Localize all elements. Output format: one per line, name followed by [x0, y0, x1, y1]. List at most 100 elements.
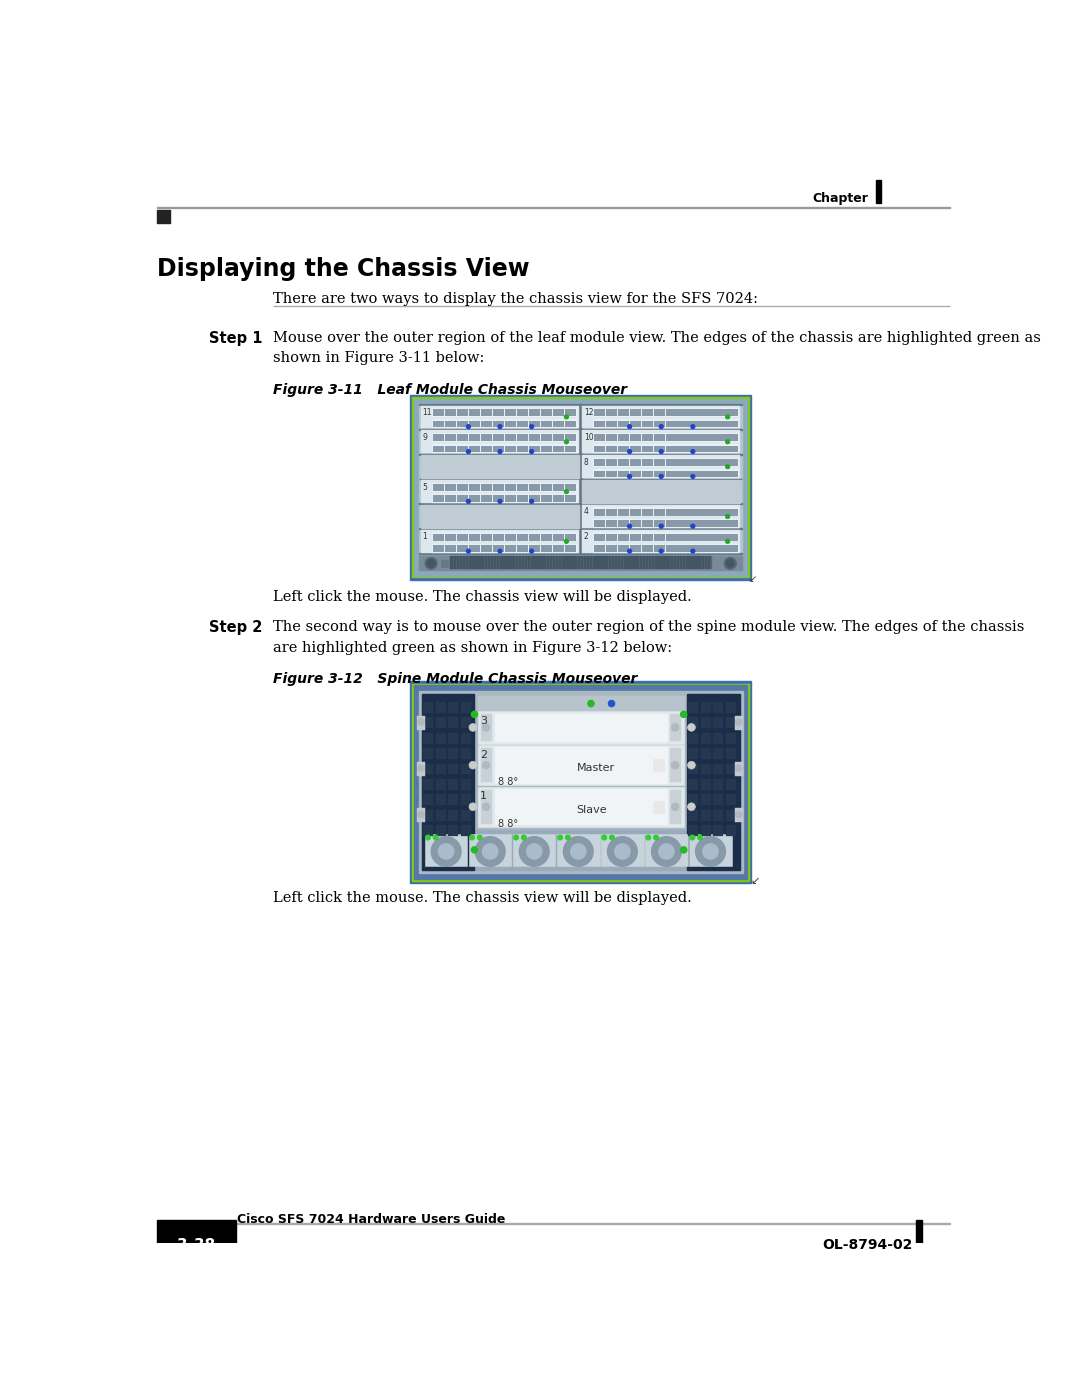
Bar: [457, 545, 469, 552]
Bar: [593, 419, 739, 427]
Bar: [593, 532, 739, 542]
Bar: [481, 545, 492, 552]
Circle shape: [565, 489, 568, 493]
Text: 8 8°: 8 8°: [498, 778, 517, 788]
Circle shape: [698, 835, 702, 840]
Circle shape: [565, 415, 568, 419]
Bar: [701, 703, 711, 712]
Bar: [713, 795, 724, 805]
Bar: [481, 749, 491, 782]
Bar: [516, 446, 528, 453]
Bar: [606, 471, 618, 478]
Bar: [594, 545, 606, 552]
Bar: [642, 409, 653, 416]
Bar: [157, 1220, 235, 1243]
Bar: [713, 749, 724, 759]
Bar: [460, 733, 471, 743]
Circle shape: [627, 450, 632, 454]
Bar: [582, 529, 740, 553]
Bar: [475, 556, 476, 569]
Circle shape: [565, 539, 568, 543]
Bar: [602, 834, 644, 866]
Bar: [661, 556, 663, 569]
Bar: [642, 545, 653, 552]
Bar: [550, 556, 551, 569]
Bar: [433, 409, 444, 416]
Bar: [593, 469, 739, 478]
Bar: [618, 434, 630, 441]
Circle shape: [680, 847, 687, 854]
Circle shape: [627, 425, 632, 429]
Bar: [553, 485, 565, 490]
Bar: [642, 420, 653, 427]
Bar: [688, 780, 699, 789]
Bar: [590, 556, 592, 569]
Bar: [482, 556, 483, 569]
Bar: [642, 460, 653, 465]
Circle shape: [651, 837, 681, 866]
Bar: [510, 556, 511, 569]
Bar: [666, 446, 677, 453]
Circle shape: [691, 524, 694, 528]
Bar: [541, 420, 552, 427]
Bar: [457, 434, 469, 441]
Bar: [678, 520, 689, 527]
Bar: [594, 460, 606, 465]
Circle shape: [696, 837, 726, 866]
Circle shape: [519, 837, 549, 866]
Circle shape: [602, 835, 607, 840]
Text: OL-8794-02: OL-8794-02: [823, 1238, 913, 1252]
Bar: [690, 446, 702, 453]
Bar: [469, 556, 471, 569]
Circle shape: [467, 499, 471, 503]
Circle shape: [467, 425, 471, 429]
Bar: [481, 496, 492, 502]
Bar: [642, 434, 653, 441]
Bar: [432, 543, 578, 553]
Bar: [702, 471, 714, 478]
Bar: [435, 749, 446, 759]
Bar: [645, 834, 688, 866]
Bar: [666, 471, 677, 478]
Circle shape: [498, 425, 502, 429]
Bar: [606, 520, 618, 527]
Bar: [618, 534, 630, 541]
Circle shape: [607, 837, 637, 866]
Bar: [688, 764, 699, 774]
Bar: [582, 430, 740, 453]
Circle shape: [471, 847, 477, 854]
Bar: [701, 749, 711, 759]
Bar: [594, 409, 606, 416]
Bar: [423, 810, 433, 820]
Circle shape: [418, 766, 424, 771]
Bar: [714, 545, 726, 552]
Bar: [593, 408, 739, 416]
Bar: [606, 534, 618, 541]
Bar: [656, 556, 657, 569]
Bar: [726, 733, 735, 743]
Bar: [565, 556, 567, 569]
Bar: [423, 780, 433, 789]
Bar: [701, 795, 711, 805]
Bar: [432, 495, 578, 503]
Bar: [615, 556, 617, 569]
Bar: [713, 718, 724, 728]
Bar: [460, 810, 471, 820]
Bar: [653, 446, 665, 453]
Circle shape: [469, 761, 476, 768]
Bar: [653, 409, 665, 416]
Bar: [413, 397, 748, 577]
Bar: [713, 764, 724, 774]
Text: ↙: ↙: [751, 876, 759, 886]
Bar: [714, 420, 726, 427]
Bar: [726, 826, 735, 835]
Bar: [435, 826, 446, 835]
Bar: [582, 455, 740, 478]
Circle shape: [608, 700, 615, 707]
Bar: [666, 520, 677, 527]
Bar: [702, 420, 714, 427]
Bar: [653, 471, 665, 478]
Circle shape: [482, 803, 490, 810]
Bar: [606, 446, 618, 453]
Bar: [492, 485, 504, 490]
